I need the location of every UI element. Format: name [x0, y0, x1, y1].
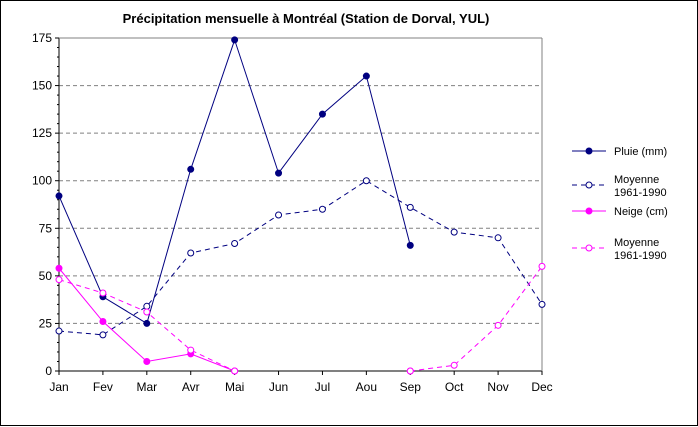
series-2: [55, 264, 414, 375]
data-point: [538, 300, 546, 308]
gridlines: [59, 37, 542, 324]
chart-title: Précipitation mensuelle à Montréal (Stat…: [123, 11, 490, 26]
data-point: [231, 367, 239, 375]
data-point: [187, 346, 195, 354]
legend-label: 1961-1990: [614, 187, 667, 199]
legend-label: Neige (cm): [614, 206, 668, 218]
data-point: [55, 276, 63, 284]
data-point: [538, 262, 546, 270]
data-point: [55, 327, 63, 335]
axes: [58, 37, 543, 372]
legend-label: 1961-1990: [614, 250, 667, 262]
data-point: [406, 203, 414, 211]
data-point: [143, 308, 151, 316]
legend-label: Pluie (mm): [614, 146, 667, 158]
legend-marker-swatch: [585, 207, 593, 215]
legend-marker-swatch: [585, 181, 593, 189]
series-0: [55, 36, 414, 327]
data-point: [187, 165, 195, 173]
data-point: [143, 302, 151, 310]
y-tick-label: 25: [39, 316, 53, 330]
series-1: [55, 177, 546, 339]
data-point: [318, 110, 326, 118]
data-point: [99, 289, 107, 297]
data-point: [99, 331, 107, 339]
series-line: [58, 267, 235, 372]
x-axis-ticks: Jan Fev Mar Avr Mai Jun Jul Aou Sep Oct Nov Dec: [49, 371, 553, 394]
x-tick-label: Jan: [49, 380, 68, 394]
data-point: [231, 240, 239, 248]
data-point: [450, 228, 458, 236]
x-tick-label: Aou: [356, 380, 377, 394]
y-tick-label: 75: [39, 221, 53, 235]
data-point: [406, 367, 414, 375]
data-point: [318, 205, 326, 213]
data-point: [362, 177, 370, 185]
legend-marker-swatch: [585, 244, 593, 252]
series-3: [55, 262, 546, 375]
series-line: [58, 180, 543, 336]
data-point: [143, 319, 151, 327]
y-tick-label: 125: [32, 126, 52, 140]
x-tick-label: Fev: [93, 380, 113, 394]
legend-marker-swatch: [585, 147, 593, 155]
series-line: [410, 266, 543, 372]
x-tick-label: Oct: [445, 380, 464, 394]
data-point: [231, 36, 239, 44]
data-point: [494, 321, 502, 329]
data-point: [275, 169, 283, 177]
x-tick-label: Mai: [225, 380, 244, 394]
data-point: [99, 318, 107, 326]
data-point: [406, 241, 414, 249]
data-point: [55, 264, 63, 272]
series-line: [58, 38, 411, 325]
y-tick-label: 0: [45, 364, 52, 378]
x-tick-label: Sep: [400, 380, 422, 394]
y-axis-ticks: 0 25 50 75 100 125 150 175: [32, 31, 59, 378]
x-tick-label: Dec: [531, 380, 552, 394]
x-tick-label: Avr: [182, 380, 200, 394]
y-tick-label: 100: [32, 174, 52, 188]
series-layer: [55, 36, 546, 375]
data-point: [143, 357, 151, 365]
data-point: [187, 249, 195, 257]
data-point: [55, 192, 63, 200]
data-point: [275, 211, 283, 219]
x-tick-label: Jul: [315, 380, 330, 394]
legend-label: Moyenne: [614, 174, 659, 186]
x-tick-label: Jun: [269, 380, 288, 394]
data-point: [362, 72, 370, 80]
y-tick-label: 50: [39, 269, 53, 283]
data-point: [450, 361, 458, 369]
x-tick-label: Mar: [136, 380, 157, 394]
x-tick-label: Nov: [487, 380, 508, 394]
data-point: [494, 234, 502, 242]
legend-label: Moyenne: [614, 237, 659, 249]
y-tick-label: 150: [32, 79, 52, 93]
y-tick-label: 175: [32, 31, 52, 45]
